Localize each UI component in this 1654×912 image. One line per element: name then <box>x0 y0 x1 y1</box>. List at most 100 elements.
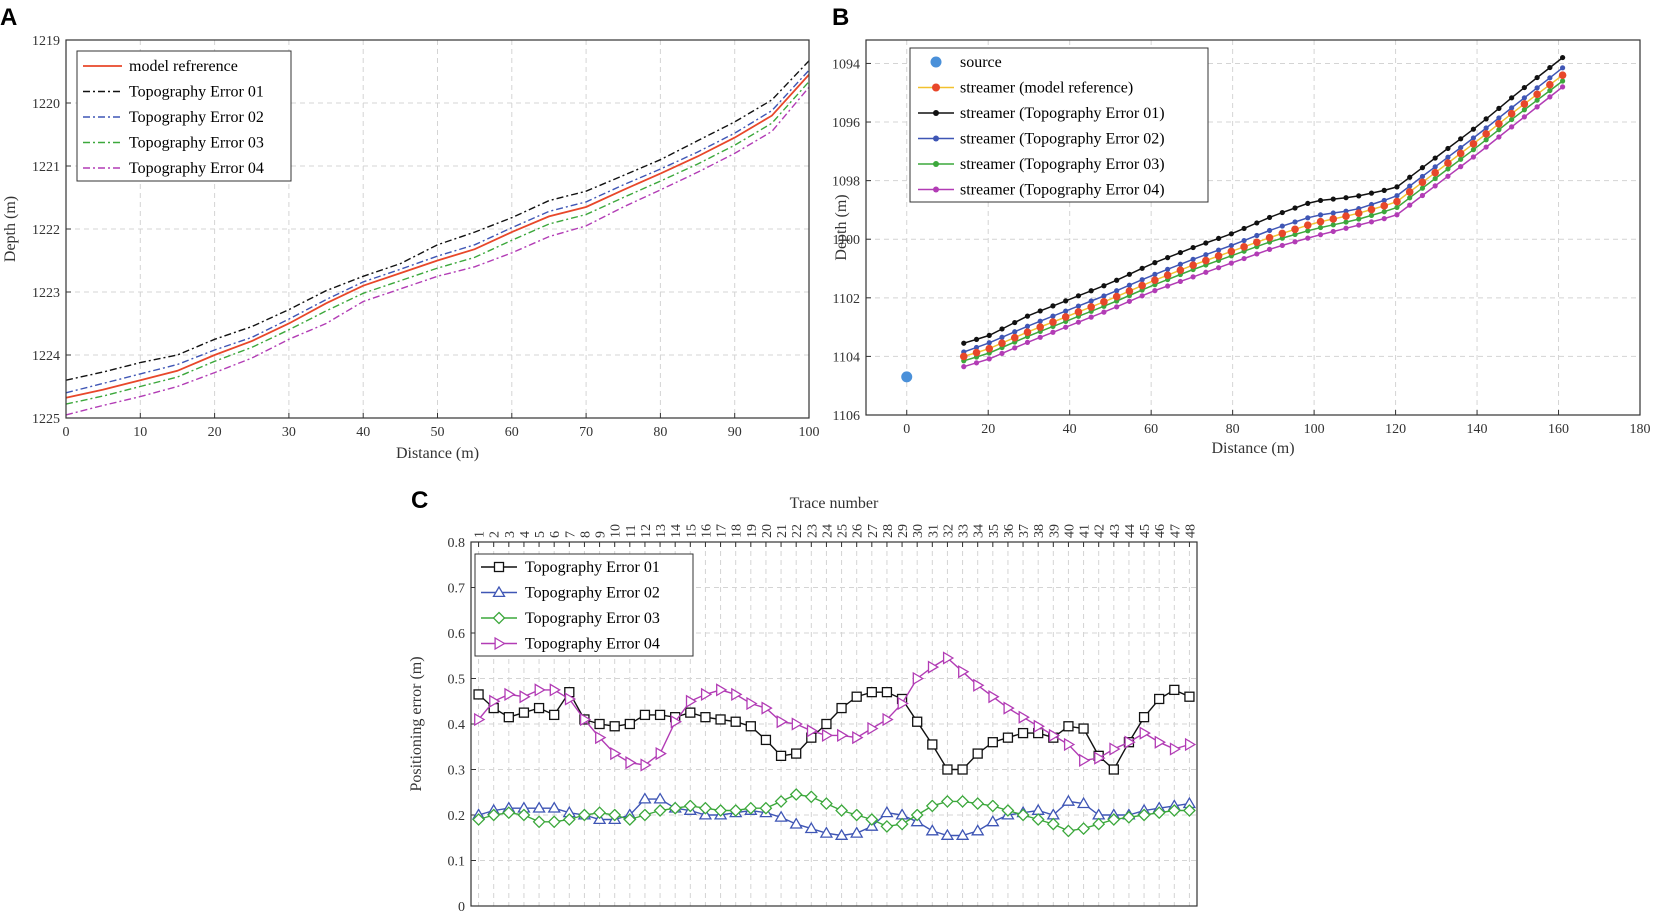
series-marker <box>986 815 1000 827</box>
y-tick-label: 1221 <box>32 160 60 175</box>
series-marker <box>957 764 968 775</box>
streamer-marker <box>1203 252 1209 258</box>
x-tick-label: 140 <box>1467 422 1488 437</box>
series-marker <box>698 801 712 815</box>
x-tick-label: 8 <box>578 531 593 538</box>
streamer-marker <box>1317 212 1324 218</box>
streamer-marker <box>1037 334 1043 340</box>
legend-swatch-marker <box>493 561 505 573</box>
series-marker <box>595 730 607 745</box>
x-tick-label: 2 <box>488 531 503 538</box>
streamer-marker <box>1050 303 1056 309</box>
series-marker <box>819 797 833 811</box>
streamer-marker <box>1482 130 1490 138</box>
x-tick-label: 34 <box>972 524 987 538</box>
streamer-marker <box>1432 183 1438 189</box>
legend-label: streamer (Topography Error 02) <box>960 131 1165 148</box>
series-marker <box>971 824 985 836</box>
x-tick-label: 21 <box>775 524 790 538</box>
series-marker <box>1107 813 1121 826</box>
streamer-marker <box>1088 314 1094 320</box>
series-marker <box>638 792 652 804</box>
x-tick-label: 9 <box>594 531 609 538</box>
streamer-marker <box>1215 265 1222 271</box>
streamer-marker <box>1393 197 1401 206</box>
streamer-marker <box>961 364 967 370</box>
streamer-marker <box>1163 271 1172 279</box>
series-marker <box>1092 808 1106 820</box>
series-marker <box>504 687 516 702</box>
series-marker <box>835 804 849 817</box>
series-marker <box>577 808 591 822</box>
series-marker <box>731 687 743 702</box>
series-marker <box>474 712 486 727</box>
streamer-marker <box>1024 313 1031 319</box>
x-tick-label: 40 <box>1063 422 1077 437</box>
streamer-marker <box>1407 174 1413 180</box>
x-tick-label: 11 <box>624 525 639 538</box>
y-tick-label: 0 <box>458 900 465 912</box>
streamer-marker <box>1458 164 1464 170</box>
x-tick-label: 80 <box>1226 422 1240 437</box>
series-marker <box>865 813 879 826</box>
streamer-marker <box>1203 269 1209 275</box>
series-marker <box>489 694 501 708</box>
streamer-marker <box>1063 324 1069 330</box>
series-marker <box>532 815 546 829</box>
series-marker <box>654 709 666 721</box>
series-marker <box>760 734 772 746</box>
x-tick-label: 4 <box>518 531 533 538</box>
legend-label: Topography Error 01 <box>525 559 660 576</box>
streamer-marker <box>1151 276 1159 285</box>
legend-swatch-marker <box>492 611 506 625</box>
y-tick-label: 0.4 <box>448 718 466 733</box>
x-tick-label: 70 <box>579 425 593 440</box>
x-tick-label: 40 <box>1062 524 1077 538</box>
streamer-marker <box>1189 261 1197 269</box>
streamer-marker <box>1087 303 1095 311</box>
series-marker <box>744 801 758 815</box>
series-marker <box>1002 732 1014 743</box>
x-tick-label: 41 <box>1078 524 1093 538</box>
streamer-marker <box>1241 225 1247 232</box>
series-marker <box>729 804 743 817</box>
streamer-marker <box>1266 246 1273 252</box>
streamer-marker <box>1165 266 1171 272</box>
series-marker <box>730 716 741 727</box>
streamer-marker <box>1088 288 1094 294</box>
y-tick-label: 1096 <box>832 116 860 131</box>
series-marker <box>655 746 667 761</box>
series-marker <box>1137 808 1151 822</box>
streamer-marker <box>1190 274 1196 280</box>
streamer-marker <box>1560 84 1566 90</box>
series-marker <box>625 756 637 770</box>
series-line-2 <box>65 60 810 381</box>
streamer-marker <box>1558 71 1567 79</box>
series-marker <box>473 689 484 700</box>
streamer-marker <box>1470 135 1477 141</box>
series-marker <box>912 671 924 686</box>
legend-label: Topography Error 04 <box>525 636 660 653</box>
x-axis-label: Distance (m) <box>1211 440 1294 457</box>
streamer-marker <box>1533 90 1541 99</box>
streamer-marker <box>1152 288 1158 294</box>
series-marker <box>1061 794 1076 806</box>
series-marker <box>610 746 622 761</box>
series-marker <box>549 683 561 697</box>
streamer-marker <box>1445 173 1451 179</box>
series-marker <box>1001 804 1015 817</box>
streamer-marker <box>1407 183 1413 189</box>
x-tick-label: 30 <box>282 425 296 440</box>
y-tick-label: 0.6 <box>448 627 466 642</box>
y-tick-label: 1222 <box>32 223 60 238</box>
streamer-marker <box>1495 119 1503 128</box>
streamer-marker <box>1024 323 1031 329</box>
series-marker <box>1184 737 1197 752</box>
series-marker <box>774 794 788 808</box>
series-marker <box>759 801 773 815</box>
y-tick-label: 1094 <box>832 57 860 72</box>
x-tick-label: 3 <box>503 531 518 538</box>
streamer-marker <box>1279 209 1285 216</box>
series-marker <box>1109 742 1121 756</box>
